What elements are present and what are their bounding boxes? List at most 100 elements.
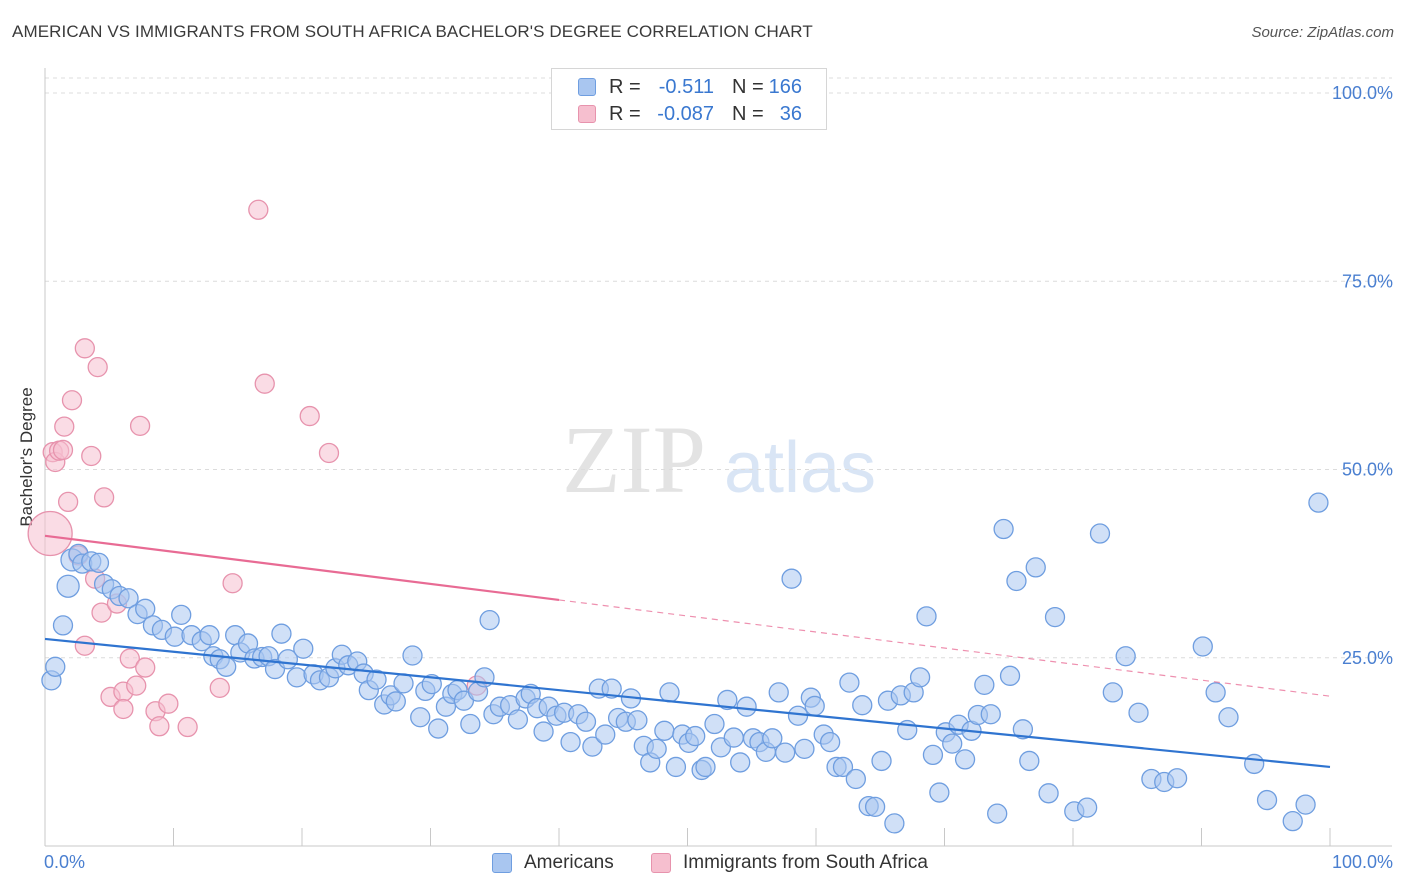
- american-point: [852, 695, 873, 716]
- american-point: [736, 696, 757, 717]
- american-point: [864, 796, 886, 817]
- y-tick-label: 50.0%: [1342, 460, 1393, 480]
- sa-point: [126, 675, 147, 696]
- sa-point: [149, 716, 170, 737]
- american-point: [781, 568, 802, 589]
- american-point: [393, 673, 414, 694]
- stats-r-label: R =: [609, 103, 641, 125]
- y-tick-label: 100.0%: [1332, 83, 1393, 103]
- stats-n-value: 166: [768, 76, 802, 98]
- sa-point: [61, 390, 83, 411]
- american-point: [1038, 783, 1059, 804]
- series-americans: [41, 492, 1329, 834]
- stats-n-value: 36: [779, 103, 802, 125]
- stats-swatch-immigrants-south-africa: [578, 105, 596, 123]
- stats-swatch-americans: [578, 78, 596, 96]
- american-point: [595, 724, 616, 745]
- american-point: [164, 626, 185, 647]
- sa-point: [57, 491, 79, 513]
- y-tick-label: 75.0%: [1342, 271, 1393, 291]
- american-point: [723, 727, 744, 748]
- american-point: [1218, 707, 1239, 728]
- american-point: [88, 552, 110, 574]
- american-point: [1128, 702, 1149, 723]
- american-point: [1076, 797, 1098, 818]
- american-point: [787, 705, 809, 726]
- legend-item-americans[interactable]: Americans: [492, 852, 614, 874]
- american-point: [479, 609, 500, 631]
- american-point: [974, 674, 995, 696]
- sa-point: [113, 698, 134, 720]
- american-point: [929, 782, 950, 803]
- trend-immigrants-south-africa-dashed: [558, 599, 1331, 697]
- y-tick-label: 25.0%: [1342, 648, 1393, 668]
- american-point: [993, 518, 1014, 540]
- american-point: [366, 669, 387, 690]
- american-point: [286, 667, 308, 688]
- american-point: [922, 744, 944, 766]
- stats-r-value: -0.087: [657, 103, 714, 125]
- american-point: [216, 656, 237, 677]
- american-point: [1025, 557, 1046, 578]
- american-point: [884, 813, 905, 834]
- american-point: [1295, 794, 1316, 815]
- american-point: [717, 689, 738, 711]
- american-point: [507, 709, 529, 730]
- american-point: [695, 756, 716, 778]
- sa-point: [248, 199, 269, 220]
- stats-row-immigrants-south-africa: R = -0.087 N = 36: [552, 101, 828, 127]
- american-point: [52, 615, 74, 636]
- american-point: [421, 673, 442, 695]
- american-point: [665, 756, 687, 778]
- sa-point: [177, 716, 198, 738]
- american-point: [1205, 682, 1226, 703]
- american-point: [1089, 523, 1111, 544]
- sa-point: [222, 573, 243, 594]
- stats-row-americans: R = -0.511 N = 166: [552, 74, 828, 100]
- american-point: [1192, 636, 1213, 657]
- watermark-zip: ZIP: [562, 406, 706, 513]
- american-point: [775, 742, 796, 763]
- american-point: [560, 731, 581, 753]
- sa-point: [119, 648, 140, 669]
- american-point: [1256, 789, 1278, 811]
- american-point: [410, 707, 431, 728]
- sa-point: [87, 356, 108, 378]
- american-point: [601, 678, 622, 699]
- watermark: ZIP atlas: [562, 406, 876, 513]
- american-point: [118, 588, 139, 609]
- american-point: [453, 690, 475, 711]
- x-tick-label-max: 100.0%: [1331, 852, 1393, 872]
- sa-point: [209, 677, 230, 699]
- sa-point: [27, 510, 73, 557]
- american-point: [1006, 570, 1027, 592]
- american-point: [980, 704, 1001, 725]
- american-point: [987, 803, 1008, 824]
- sa-point: [54, 416, 75, 437]
- american-point: [1308, 492, 1329, 513]
- watermark-atlas: atlas: [724, 428, 876, 508]
- american-point: [56, 574, 80, 598]
- american-point: [659, 682, 680, 703]
- american-point: [385, 691, 406, 712]
- american-point: [768, 682, 789, 703]
- american-point: [646, 738, 667, 760]
- sa-point: [254, 373, 275, 394]
- american-point: [762, 728, 783, 749]
- american-point: [685, 725, 706, 747]
- sa-point: [129, 415, 151, 437]
- american-point: [135, 598, 156, 619]
- american-point: [627, 710, 648, 731]
- legend-item-immigrants-south-africa[interactable]: Immigrants from South Africa: [651, 852, 928, 874]
- legend-swatch-immigrants-south-africa: [651, 853, 671, 873]
- sa-point: [318, 442, 340, 464]
- sa-point: [299, 405, 320, 427]
- american-point: [916, 606, 937, 627]
- source-label: Source: ZipAtlas.com: [1251, 24, 1394, 41]
- legend-label-americans: Americans: [524, 852, 614, 873]
- american-point: [533, 721, 554, 742]
- american-point: [845, 768, 866, 790]
- american-point: [804, 695, 825, 717]
- american-point: [428, 718, 449, 739]
